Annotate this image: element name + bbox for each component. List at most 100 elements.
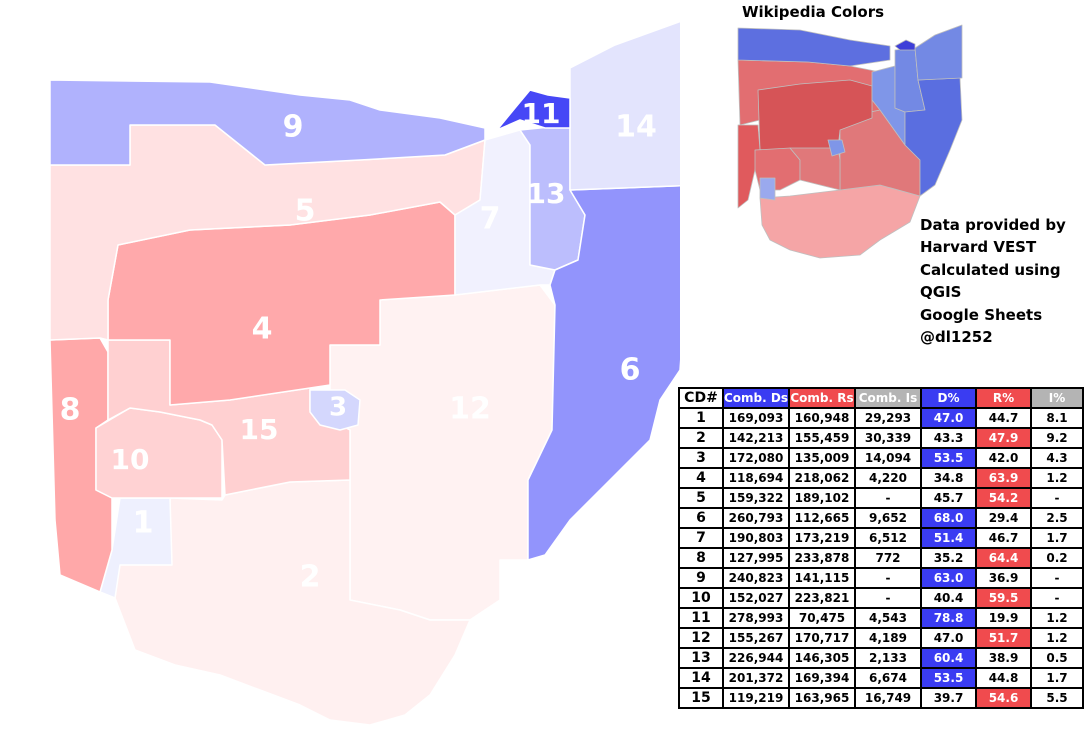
cell-i-pct: - — [1030, 587, 1084, 609]
cell-r-pct: 54.6 — [975, 687, 1032, 709]
inset-title: Wikipedia Colors — [742, 3, 885, 21]
credits-line: @dl1252 — [920, 328, 993, 347]
cell-comb-ds: 152,027 — [722, 587, 790, 609]
inset-district-9 — [737, 27, 891, 67]
cell-d-pct: 78.8 — [920, 607, 977, 629]
table-row: 9 240,823 141,115-63.0 36.9- — [678, 567, 1084, 589]
cell-d-pct: 40.4 — [920, 587, 977, 609]
header-i-pct: I% — [1030, 387, 1084, 409]
cell-i-pct: 1.7 — [1030, 667, 1084, 689]
inset-district-8 — [737, 124, 761, 209]
table-row: 7 190,803 173,219 6,512 51.4 46.7 1.7 — [678, 527, 1084, 549]
cell-i-pct: 4.3 — [1030, 447, 1084, 469]
credits-line: Data provided by — [920, 216, 1066, 234]
cell-comb-is: 2,133 — [854, 647, 922, 669]
cell-r-pct: 64.4 — [975, 547, 1032, 569]
cell-comb-ds: 190,803 — [722, 527, 790, 549]
district-label-7: 7 — [480, 202, 501, 237]
cell-i-pct: 0.5 — [1030, 647, 1084, 669]
cell-comb-is: - — [854, 567, 922, 589]
cell-r-pct: 38.9 — [975, 647, 1032, 669]
cell-d-pct: 47.0 — [920, 627, 977, 649]
district-label-10: 10 — [111, 443, 150, 476]
inset-district-2 — [759, 184, 921, 259]
district-label-9: 9 — [283, 110, 304, 145]
inset-district-12 — [839, 109, 921, 197]
cell-cd: 10 — [678, 587, 724, 609]
cell-comb-ds: 201,372 — [722, 667, 790, 689]
cell-i-pct: - — [1030, 487, 1084, 509]
cell-i-pct: 9.2 — [1030, 427, 1084, 449]
cell-cd: 14 — [678, 667, 724, 689]
cell-comb-rs: 135,009 — [788, 447, 856, 469]
cell-comb-is: 4,543 — [854, 607, 922, 629]
cell-d-pct: 39.7 — [920, 687, 977, 709]
cell-r-pct: 54.2 — [975, 487, 1032, 509]
table-row: 13 226,944 146,305 2,133 60.4 38.9 0.5 — [678, 647, 1084, 669]
cell-i-pct: 0.2 — [1030, 547, 1084, 569]
cell-comb-rs: 163,965 — [788, 687, 856, 709]
cell-i-pct: 1.2 — [1030, 627, 1084, 649]
cell-comb-is: 772 — [854, 547, 922, 569]
cell-i-pct: 5.5 — [1030, 687, 1084, 709]
cell-comb-ds: 118,694 — [722, 467, 790, 489]
header-comb-rs: Comb. Rs — [788, 387, 856, 409]
district-label-15: 15 — [240, 413, 279, 446]
ohio-district-map: 1 2 3 4 5 6 7 8 9 10 11 12 13 14 15 — [49, 20, 680, 726]
cell-r-pct: 29.4 — [975, 507, 1032, 529]
table-row: 4 118,694 218,062 4,220 34.8 63.9 1.2 — [678, 467, 1084, 489]
cell-comb-rs: 218,062 — [788, 467, 856, 489]
table-row: 12 155,267 170,717 4,189 47.0 51.7 1.2 — [678, 627, 1084, 649]
header-d-pct: D% — [920, 387, 977, 409]
inset-district-4 — [757, 79, 873, 151]
cell-comb-ds: 127,995 — [722, 547, 790, 569]
cell-comb-rs: 223,821 — [788, 587, 856, 609]
district-label-13: 13 — [527, 177, 566, 210]
cell-cd: 12 — [678, 627, 724, 649]
table-header-row: CD# Comb. Ds Comb. Rs Comb. Is D% R% I% — [678, 387, 1084, 409]
cell-comb-rs: 70,475 — [788, 607, 856, 629]
table-row: 3 172,080 135,009 14,094 53.5 42.0 4.3 — [678, 447, 1084, 469]
cell-comb-rs: 169,394 — [788, 667, 856, 689]
inset-district-5 — [737, 59, 881, 126]
credits-line: Harvard VEST — [920, 238, 1037, 257]
cell-cd: 11 — [678, 607, 724, 629]
cell-cd: 4 — [678, 467, 724, 489]
cell-d-pct: 35.2 — [920, 547, 977, 569]
cell-comb-ds: 260,793 — [722, 507, 790, 529]
table-row: 10 152,027 223,821-40.4 59.5- — [678, 587, 1084, 609]
cell-r-pct: 19.9 — [975, 607, 1032, 629]
inset-district-6 — [904, 77, 963, 197]
cell-r-pct: 36.9 — [975, 567, 1032, 589]
credits-line: Calculated using — [920, 260, 1061, 279]
cell-d-pct: 68.0 — [920, 507, 977, 529]
district-label-1: 1 — [133, 506, 154, 541]
inset-district-1 — [759, 177, 776, 201]
cell-comb-ds: 155,267 — [722, 627, 790, 649]
credits-block: Data provided by Harvard VEST Calculated… — [920, 214, 1085, 348]
district-label-4: 4 — [252, 312, 273, 347]
inset-district-15 — [789, 147, 841, 191]
table-row: 15 119,219 163,965 16,749 39.7 54.6 5.5 — [678, 687, 1084, 709]
table-row: 6 260,793 112,665 9,652 68.0 29.4 2.5 — [678, 507, 1084, 529]
cell-comb-rs: 170,717 — [788, 627, 856, 649]
table-row: 8 127,995 233,878 772 35.2 64.4 0.2 — [678, 547, 1084, 569]
cell-comb-is: 4,220 — [854, 467, 922, 489]
inset-district-7 — [871, 65, 906, 146]
cell-comb-rs: 146,305 — [788, 647, 856, 669]
table-row: 11 278,993 70,475 4,543 78.8 19.9 1.2 — [678, 607, 1084, 629]
cell-comb-is: 16,749 — [854, 687, 922, 709]
cell-i-pct: 1.2 — [1030, 467, 1084, 489]
cell-comb-ds: 278,993 — [722, 607, 790, 629]
inset-district-3 — [827, 139, 846, 157]
cell-comb-rs: 233,878 — [788, 547, 856, 569]
cell-r-pct: 46.7 — [975, 527, 1032, 549]
district-label-12: 12 — [449, 392, 491, 427]
header-comb-ds: Comb. Ds — [722, 387, 790, 409]
cell-comb-rs: 155,459 — [788, 427, 856, 449]
results-table: CD# Comb. Ds Comb. Rs Comb. Is D% R% I% … — [678, 387, 1084, 709]
cell-comb-ds: 159,322 — [722, 487, 790, 509]
cell-comb-rs: 160,948 — [788, 407, 856, 429]
cell-d-pct: 51.4 — [920, 527, 977, 549]
cell-cd: 15 — [678, 687, 724, 709]
